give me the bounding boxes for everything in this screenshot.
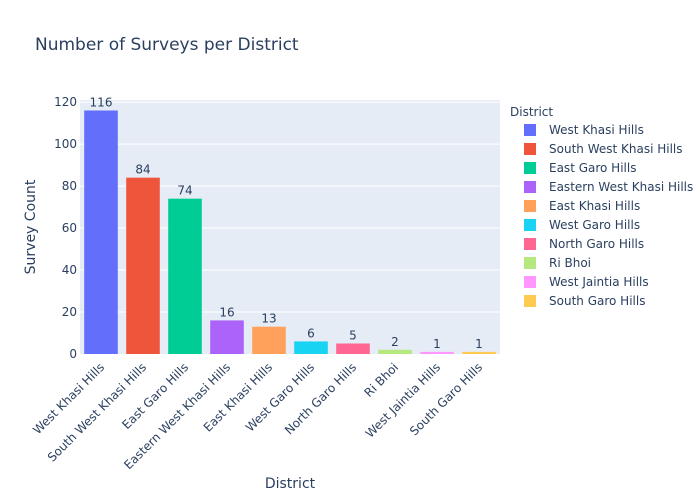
legend-item-label: East Khasi Hills — [549, 199, 640, 213]
bar — [252, 326, 286, 354]
y-axis-title: Survey Count — [23, 179, 39, 274]
bar — [420, 351, 454, 354]
bar-value-label: 1 — [475, 337, 483, 351]
legend-swatch — [524, 295, 536, 307]
legend-item-label: West Garo Hills — [549, 218, 640, 232]
bar — [378, 349, 412, 354]
x-tick-label: West Khasi Hills — [30, 360, 107, 437]
bars — [84, 110, 496, 354]
bar-value-label: 116 — [90, 95, 113, 109]
bar-value-label: 5 — [349, 329, 357, 343]
x-tick-label: West Jaintia Hills — [363, 360, 443, 440]
y-tick-label: 80 — [62, 179, 77, 193]
legend-item-label: West Jaintia Hills — [549, 275, 649, 289]
legend-swatch — [524, 143, 536, 155]
legend-item-label: North Garo Hills — [549, 237, 644, 251]
bar — [84, 110, 118, 354]
legend-swatch — [524, 257, 536, 269]
legend-swatch — [524, 200, 536, 212]
y-tick-label: 100 — [54, 137, 77, 151]
legend-item-label: East Garo Hills — [549, 161, 636, 175]
x-tick-label: North Garo Hills — [282, 360, 359, 437]
legend-item-label: Eastern West Khasi Hills — [549, 180, 693, 194]
bar — [294, 341, 328, 354]
x-tick-label: Ri Bhoi — [362, 360, 402, 400]
bar-labels: 116 84 74 16 13 6 5 2 1 1 — [90, 95, 483, 350]
legend-swatch — [524, 219, 536, 231]
y-tick-label: 60 — [62, 221, 77, 235]
bar-value-label: 13 — [261, 312, 276, 326]
legend-swatch — [524, 181, 536, 193]
chart-title: Number of Surveys per District — [35, 35, 299, 55]
legend-swatch — [524, 238, 536, 250]
bar — [336, 343, 370, 354]
y-tick-label: 20 — [62, 305, 77, 319]
bar-value-label: 1 — [433, 337, 441, 351]
y-tick-label: 120 — [54, 95, 77, 109]
legend-swatch — [524, 124, 536, 136]
y-axis-ticks: 0 20 40 60 80 100 120 — [54, 95, 77, 361]
x-tick-label: South Garo Hills — [407, 360, 485, 438]
bar — [168, 198, 202, 354]
legend-swatch — [524, 276, 536, 288]
legend-item-label: South Garo Hills — [549, 294, 645, 308]
bar-value-label: 84 — [135, 163, 150, 177]
legend-title: District — [510, 105, 553, 119]
bar-value-label: 2 — [391, 335, 399, 349]
bar-value-label: 16 — [219, 305, 234, 319]
bar-value-label: 74 — [177, 184, 192, 198]
bar — [462, 351, 496, 354]
legend-item-label: Ri Bhoi — [549, 256, 591, 270]
legend: District West Khasi Hills South West Khas… — [510, 105, 693, 308]
bar — [126, 177, 160, 354]
bar-value-label: 6 — [307, 326, 315, 340]
legend-item-label: West Khasi Hills — [549, 123, 644, 137]
x-axis-title: District — [265, 476, 316, 492]
bar — [210, 320, 244, 354]
legend-swatch — [524, 162, 536, 174]
y-tick-label: 40 — [62, 263, 77, 277]
legend-item-label: South West Khasi Hills — [549, 142, 683, 156]
y-tick-label: 0 — [69, 347, 77, 361]
